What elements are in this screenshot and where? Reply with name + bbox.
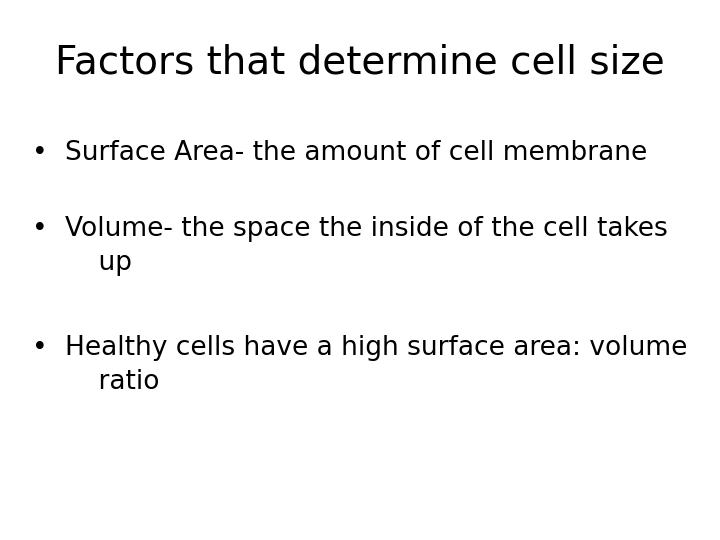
Text: Volume- the space the inside of the cell takes
    up: Volume- the space the inside of the cell… [65,216,667,276]
Text: •: • [32,216,48,242]
Text: Surface Area- the amount of cell membrane: Surface Area- the amount of cell membran… [65,140,647,166]
Text: Healthy cells have a high surface area: volume
    ratio: Healthy cells have a high surface area: … [65,335,687,395]
Text: Factors that determine cell size: Factors that determine cell size [55,43,665,81]
Text: •: • [32,140,48,166]
Text: •: • [32,335,48,361]
